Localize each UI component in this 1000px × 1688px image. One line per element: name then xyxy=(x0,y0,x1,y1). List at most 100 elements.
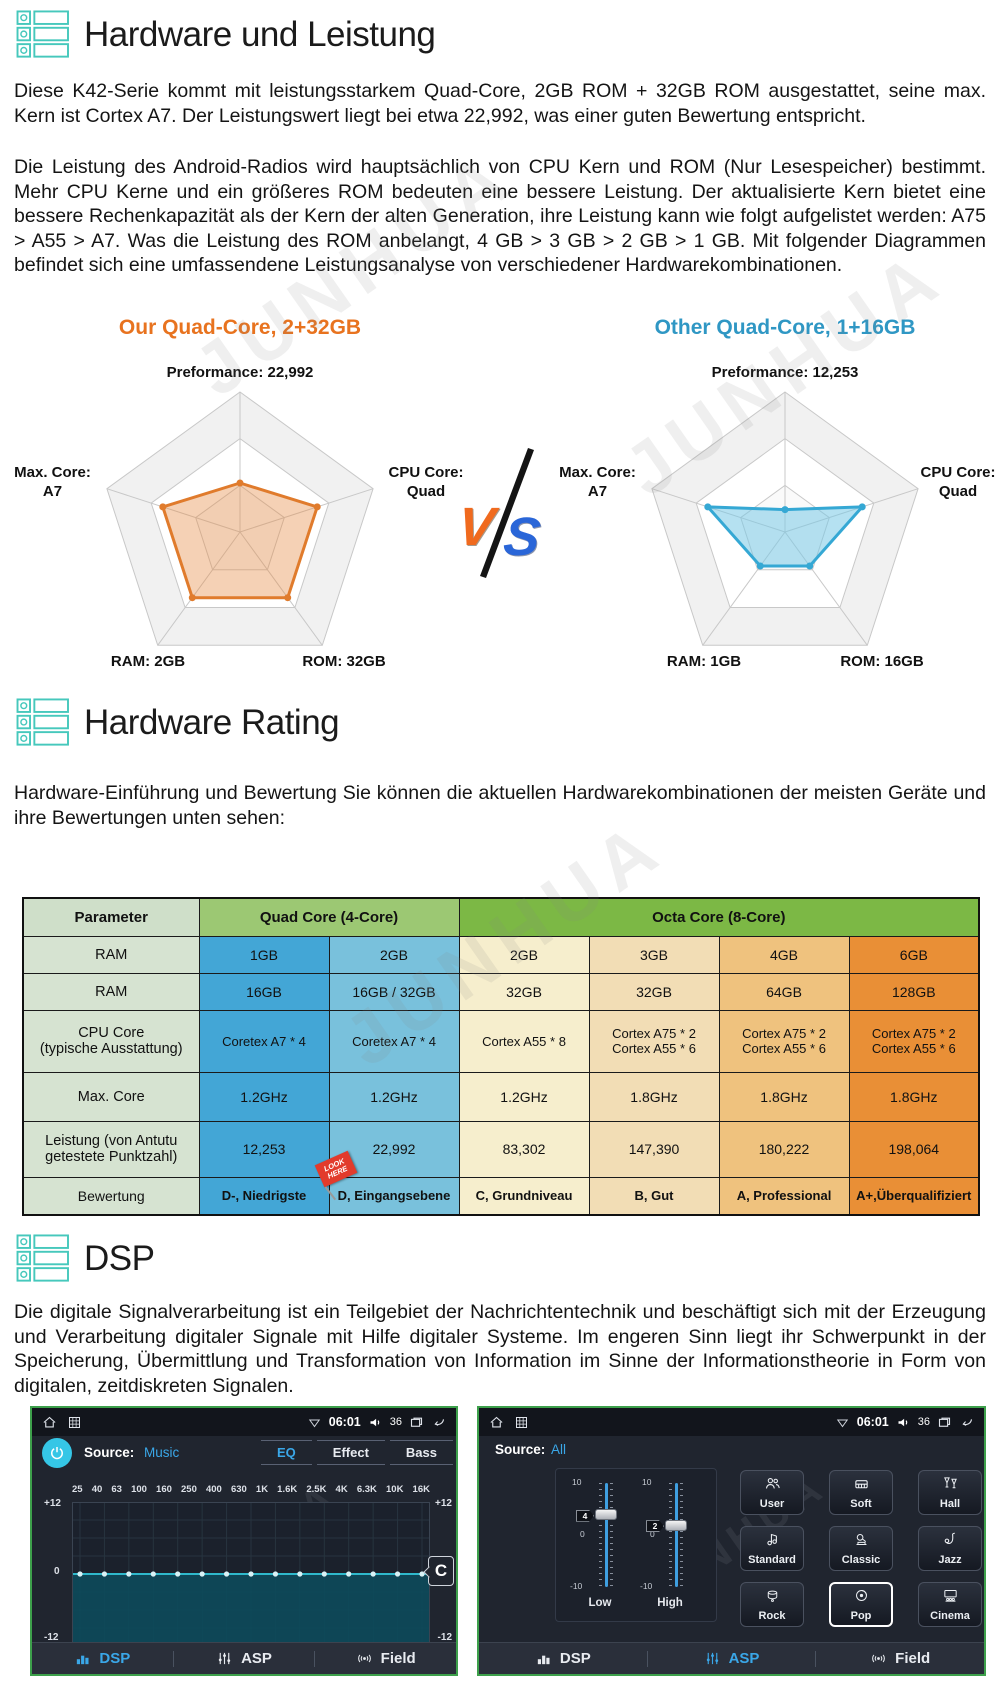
nav-label: Field xyxy=(895,1650,931,1667)
home-icon[interactable] xyxy=(42,1415,57,1430)
nav-dsp[interactable]: DSP xyxy=(479,1650,647,1667)
freq-label: 2.5K xyxy=(306,1484,327,1495)
preset-classic-button[interactable]: Classic xyxy=(829,1526,893,1571)
classic-icon xyxy=(853,1531,870,1553)
table-cell: 3GB xyxy=(588,935,720,974)
nav-asp[interactable]: ASP xyxy=(648,1650,816,1667)
slider-handle[interactable] xyxy=(665,1519,687,1531)
field-icon xyxy=(870,1650,887,1667)
freq-label: 400 xyxy=(205,1484,222,1495)
nav-asp[interactable]: ASP xyxy=(174,1650,315,1667)
tab-effect[interactable]: Effect xyxy=(316,1440,385,1465)
table-header-parameter: Parameter xyxy=(22,897,200,937)
db-label-bottom: -12 xyxy=(44,1632,59,1643)
table-header-quad-core: Quad Core (4-Core) xyxy=(198,897,460,937)
db-label-top: +12 xyxy=(44,1498,61,1509)
status-indicators: 06:01 36 xyxy=(835,1415,974,1430)
eq-tabs: EQ Effect Bass xyxy=(261,1440,453,1465)
freq-label: 6.3K xyxy=(356,1484,377,1495)
nav-field[interactable]: Field xyxy=(816,1650,984,1667)
preset-label: User xyxy=(759,1498,785,1510)
tab-eq[interactable]: EQ xyxy=(261,1440,312,1465)
preset-label: Pop xyxy=(850,1610,872,1622)
table-cell: 4GB xyxy=(718,935,850,974)
apps-icon[interactable] xyxy=(514,1415,529,1430)
table-header-octa-core: Octa Core (8-Core) xyxy=(458,897,980,937)
divider xyxy=(815,1650,817,1667)
preset-jazz-button[interactable]: Jazz xyxy=(918,1526,982,1571)
slider-track[interactable] xyxy=(674,1483,678,1587)
preset-rock-button[interactable]: Rock xyxy=(740,1582,804,1627)
table-cell: 1.2GHz xyxy=(328,1071,460,1122)
source-value[interactable]: All xyxy=(551,1442,567,1457)
slider-label: Low xyxy=(588,1597,612,1609)
table-cell: Cortex A75 * 2 Cortex A55 * 6 xyxy=(718,1009,850,1073)
freq-label: 4K xyxy=(335,1484,348,1495)
nav-label: ASP xyxy=(728,1650,760,1667)
freq-label: 1.6K xyxy=(277,1484,298,1495)
paragraph-rating-intro: Hardware-Einführung und Bewertung Sie kö… xyxy=(14,782,986,829)
preset-label: Classic xyxy=(841,1554,881,1566)
db-label-bottom-right: -12 xyxy=(437,1632,452,1643)
slider-value-badge: 2 xyxy=(646,1520,664,1533)
source-value[interactable]: Music xyxy=(144,1445,180,1460)
preset-pop-button[interactable]: Pop xyxy=(829,1582,893,1627)
source-row: Source: All xyxy=(479,1436,984,1474)
preset-hall-button[interactable]: Hall xyxy=(918,1470,982,1515)
preset-standard-button[interactable]: Standard xyxy=(740,1526,804,1571)
axis-label-performance: Preformance: 12,253 xyxy=(711,364,859,381)
freq-label: 160 xyxy=(156,1484,172,1495)
table-cell: 64GB xyxy=(718,972,850,1011)
table-cell: A, Professional xyxy=(718,1176,850,1216)
chart-title-other: Other Quad-Core, 1+16GB xyxy=(654,316,916,339)
table-cell: B, Gut xyxy=(588,1176,720,1216)
db-label-top-right: +12 xyxy=(435,1498,452,1509)
table-cell: 12,253 xyxy=(198,1120,330,1178)
tab-bass[interactable]: Bass xyxy=(389,1440,453,1465)
preset-label: Standard xyxy=(748,1554,796,1566)
table-cell: 2GB xyxy=(458,935,590,974)
preset-user-button[interactable]: User xyxy=(740,1470,804,1515)
table-cell: 2GB xyxy=(328,935,460,974)
table-row: Bewertung D-, Niedrigste D, Eingangsebene C… xyxy=(22,1176,980,1216)
slider-track[interactable] xyxy=(604,1483,608,1587)
clock: 06:01 xyxy=(856,1415,889,1429)
nav-label: Field xyxy=(380,1650,416,1667)
slider-low: 10 0 -10 4 Low xyxy=(570,1475,630,1617)
dsp-asp-screen: JUNHUA 06:01 36 Source: All 10 0 -10 4 Low 10 0… xyxy=(477,1406,986,1676)
table-cell: 128GB xyxy=(848,972,980,1011)
asp-icon xyxy=(704,1650,721,1667)
table-cell: 6GB xyxy=(848,935,980,974)
slider-value-badge: 4 xyxy=(576,1509,594,1522)
recents-icon[interactable] xyxy=(937,1415,952,1430)
paragraph-hardware-2: Die Leistung des Android-Radios wird hau… xyxy=(14,156,986,276)
recents-icon[interactable] xyxy=(409,1415,424,1430)
apps-icon[interactable] xyxy=(67,1415,82,1430)
table-cell: D, Eingangsebene xyxy=(328,1176,460,1216)
preset-cinema-button[interactable]: Cinema xyxy=(918,1582,982,1627)
radar-chart-ours xyxy=(80,372,400,692)
volume-level: 36 xyxy=(389,1416,402,1428)
back-icon[interactable] xyxy=(959,1415,974,1430)
nav-dsp[interactable]: DSP xyxy=(32,1650,173,1667)
eq-reset-button[interactable]: C xyxy=(428,1556,454,1586)
source-label: Source: xyxy=(495,1442,546,1457)
slider-handle[interactable] xyxy=(595,1509,617,1521)
row-label: CPU Core (typische Ausstattung) xyxy=(22,1009,200,1073)
status-indicators: 06:01 36 xyxy=(307,1415,446,1430)
preset-soft-button[interactable]: Soft xyxy=(829,1470,893,1515)
eq-curve-chart[interactable] xyxy=(72,1502,430,1646)
table-cell: 1.8GHz xyxy=(588,1071,720,1122)
axis-label-performance: Preformance: 22,992 xyxy=(166,364,314,381)
cinema-icon xyxy=(942,1587,959,1609)
scale-zero-label: 0 xyxy=(580,1529,585,1539)
home-icon[interactable] xyxy=(489,1415,504,1430)
power-button[interactable] xyxy=(42,1438,72,1468)
comparison-charts: Our Quad-Core, 2+32GB Other Quad-Core, 1… xyxy=(0,308,1000,693)
volume-icon xyxy=(368,1415,383,1430)
back-icon[interactable] xyxy=(431,1415,446,1430)
table-cell: 16GB xyxy=(198,972,330,1011)
freq-label: 100 xyxy=(131,1484,147,1495)
nav-field[interactable]: Field xyxy=(315,1650,456,1667)
jazz-icon xyxy=(942,1531,959,1553)
